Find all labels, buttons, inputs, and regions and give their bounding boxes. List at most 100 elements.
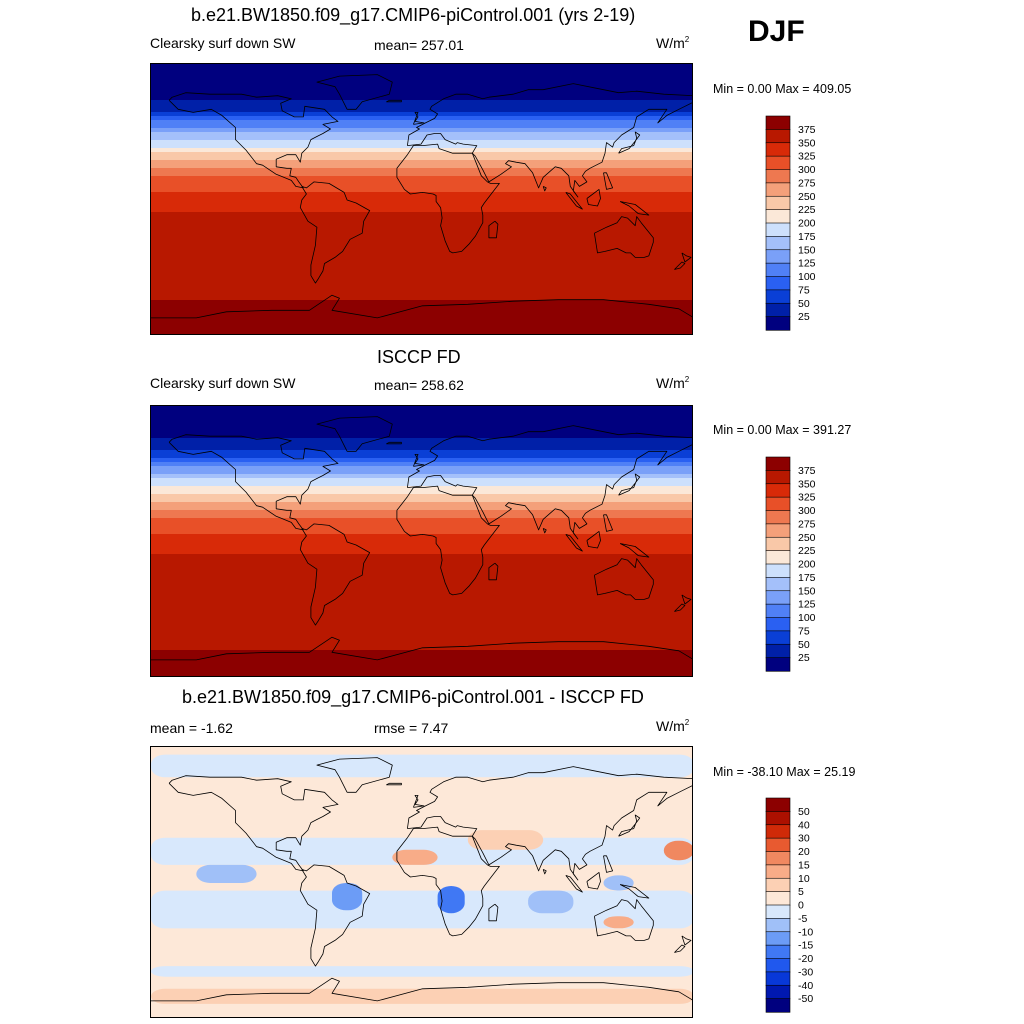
field-band xyxy=(151,442,692,447)
panel-3-mean-label: mean = -1.62 xyxy=(150,720,233,736)
field-band xyxy=(151,84,692,89)
colorbar-swatch xyxy=(765,316,791,331)
colorbar-tick-label: -10 xyxy=(798,926,813,938)
field-band xyxy=(151,554,692,559)
colorbar-tick-label: 50 xyxy=(798,806,810,818)
field-band xyxy=(151,546,692,551)
panel-1-variable-label: Clearsky surf down SW xyxy=(150,35,296,51)
coastline xyxy=(299,181,371,284)
field-band xyxy=(151,478,692,483)
field-band xyxy=(151,212,692,217)
coastline xyxy=(594,558,654,600)
panel-1-units: W/m2 xyxy=(656,35,690,51)
field-band xyxy=(151,650,692,655)
coastline xyxy=(407,425,692,540)
field-band xyxy=(151,450,692,455)
field-band xyxy=(151,228,692,233)
colorbar-swatch xyxy=(765,550,791,565)
colorbar-swatch xyxy=(765,222,791,237)
field-band xyxy=(151,638,692,643)
coastline xyxy=(396,485,500,596)
colorbar-tick-label: 25 xyxy=(798,652,810,664)
colorbar-tick-label: 350 xyxy=(798,478,816,490)
field-band xyxy=(151,268,692,273)
colorbar-swatch xyxy=(765,824,791,839)
field-band xyxy=(151,312,692,317)
field-band xyxy=(151,132,692,137)
colorbar-swatch xyxy=(765,536,791,552)
colorbar-swatch xyxy=(765,169,791,184)
colorbar-swatch xyxy=(765,617,791,632)
field-band xyxy=(151,618,692,623)
colorbar-swatch xyxy=(765,195,791,211)
coastline xyxy=(316,74,393,110)
coastline xyxy=(316,416,393,452)
field-band xyxy=(151,264,692,269)
field-band xyxy=(151,176,692,181)
panel-3-minmax: Min = -38.10 Max = 25.19 xyxy=(713,765,856,779)
colorbar-swatch xyxy=(765,877,791,893)
field-band xyxy=(151,630,692,635)
field-band xyxy=(151,626,692,631)
field-band xyxy=(151,272,692,277)
colorbar-tick-label: 300 xyxy=(798,164,816,176)
field-band xyxy=(151,634,692,639)
field-band xyxy=(151,296,692,301)
field-band xyxy=(151,200,692,205)
field-band xyxy=(151,642,692,647)
colorbar-tick-label: 375 xyxy=(798,124,816,136)
field-band xyxy=(151,614,692,619)
colorbar-tick-label: -40 xyxy=(798,980,813,992)
field-band xyxy=(151,224,692,229)
field-anomaly-region xyxy=(663,840,692,861)
coastline xyxy=(618,814,641,837)
field-band xyxy=(151,454,692,459)
colorbar-tick-label: 5 xyxy=(798,886,804,898)
field-anomaly-region xyxy=(151,988,692,1004)
field-band xyxy=(151,662,692,667)
colorbar-swatch xyxy=(765,209,791,224)
colorbar-swatch xyxy=(765,630,791,645)
colorbar-swatch xyxy=(765,998,791,1013)
colorbar-tick-label: 75 xyxy=(798,284,810,296)
colorbar-swatch xyxy=(765,971,791,986)
colorbar-tick-label: 200 xyxy=(798,218,816,230)
coastline xyxy=(586,872,601,890)
colorbar-swatch xyxy=(765,302,791,318)
field-band xyxy=(151,622,692,627)
field-band xyxy=(151,76,692,81)
field-band xyxy=(151,410,692,415)
colorbar-swatch xyxy=(765,142,791,157)
coastline xyxy=(618,473,641,496)
field-band xyxy=(151,406,692,411)
field-band xyxy=(151,582,692,587)
field-anomaly-region xyxy=(332,883,363,911)
field-band xyxy=(151,92,692,97)
colorbar-swatch xyxy=(765,470,791,485)
panel-1-minmax: Min = 0.00 Max = 409.05 xyxy=(713,82,852,96)
field-band xyxy=(151,426,692,431)
colorbar-swatch xyxy=(765,563,791,578)
panel-2-minmax: Min = 0.00 Max = 391.27 xyxy=(713,423,852,437)
colorbar-tick-label: 375 xyxy=(798,465,816,477)
colorbar-tick-label: 300 xyxy=(798,505,816,517)
field-band xyxy=(151,566,692,571)
coastline xyxy=(681,594,692,605)
field-anomaly-region xyxy=(151,966,692,977)
field-band xyxy=(151,256,692,261)
colorbar-tick-label: 20 xyxy=(798,846,810,858)
colorbar-swatch xyxy=(765,918,791,933)
colorbar-swatch xyxy=(765,891,791,906)
colorbar-swatch xyxy=(765,837,791,853)
coastline xyxy=(407,766,692,881)
panel-3-rmse-label: rmse = 7.47 xyxy=(374,720,449,736)
colorbar-tick-label: 275 xyxy=(798,518,816,530)
field-band xyxy=(151,204,692,209)
colorbar-swatch xyxy=(765,249,791,264)
panel-2-title: ISCCP FD xyxy=(377,347,461,367)
field-band xyxy=(151,414,692,419)
colorbar-tick-label: 325 xyxy=(798,492,816,504)
field-band xyxy=(151,288,692,293)
field-band xyxy=(151,670,692,675)
field-band xyxy=(151,324,692,329)
